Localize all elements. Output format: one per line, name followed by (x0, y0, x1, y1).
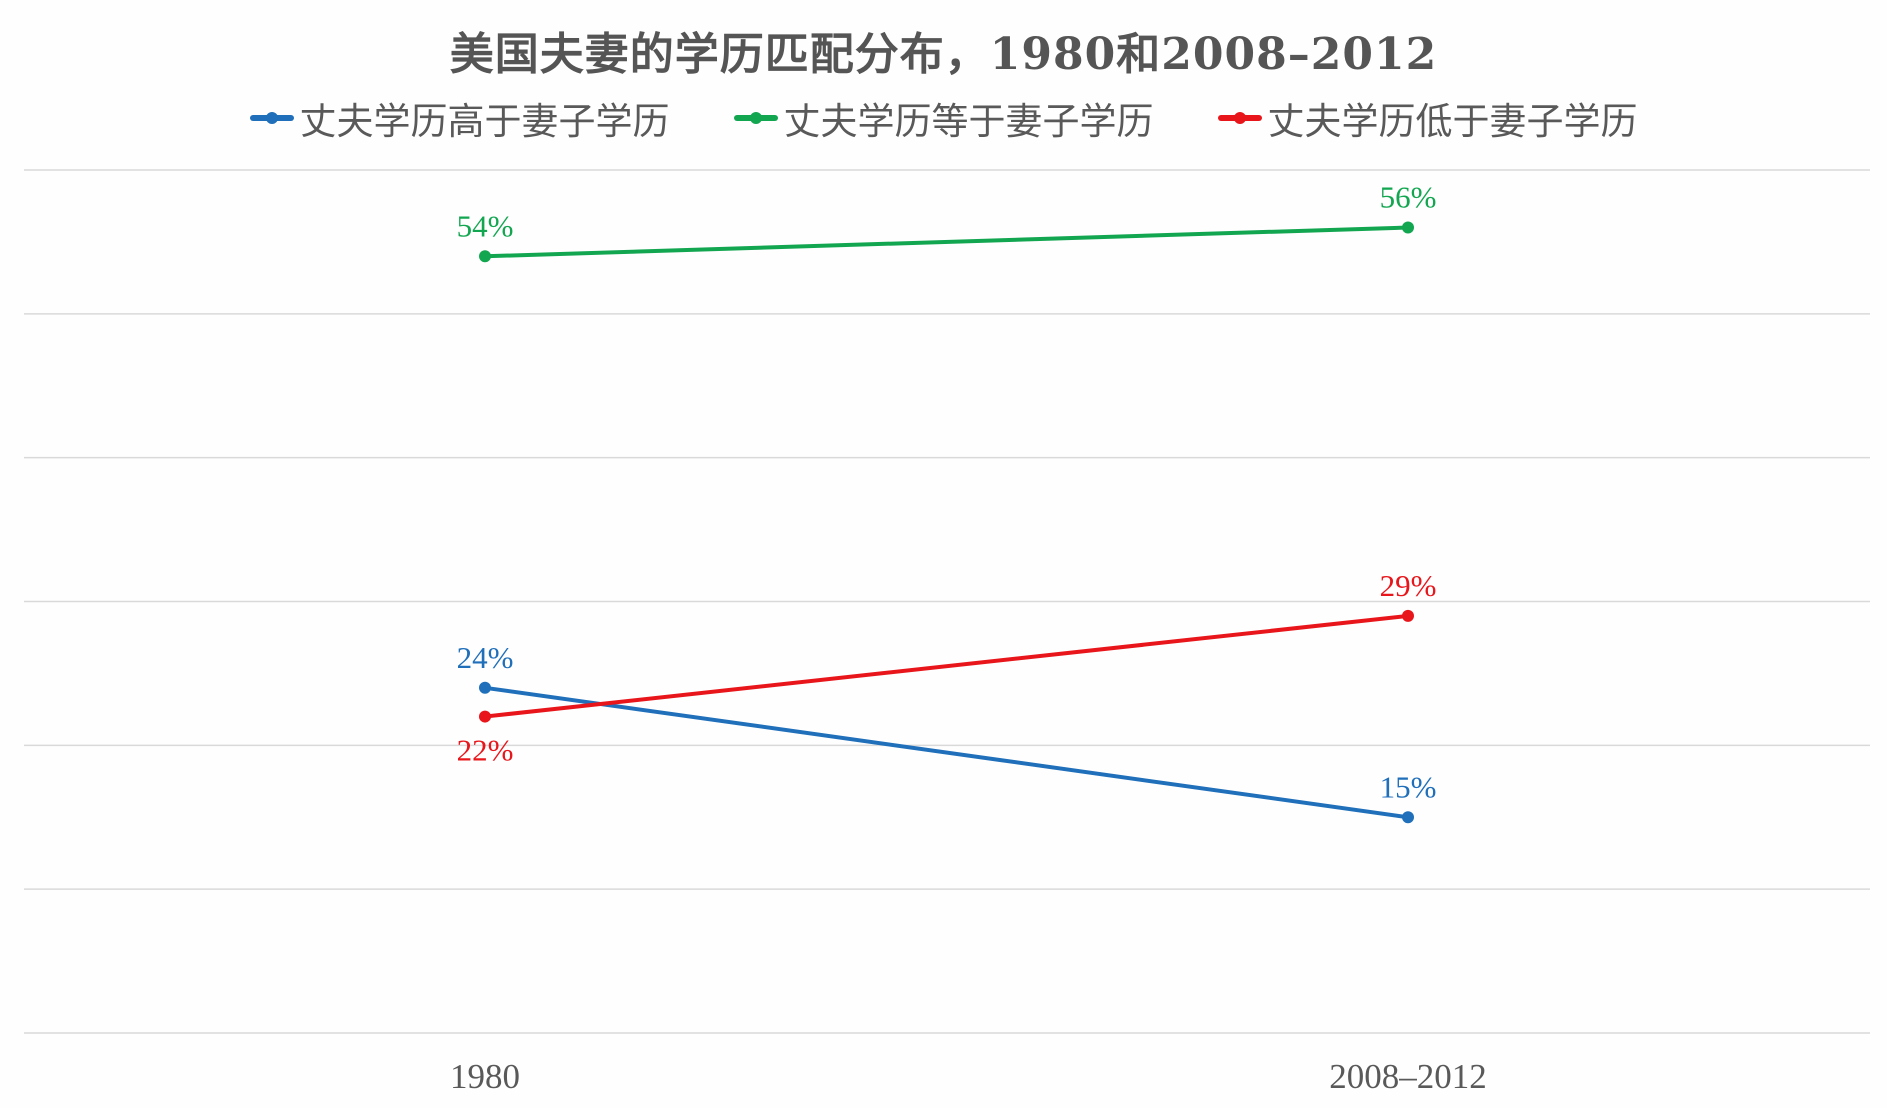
data-point (479, 681, 491, 694)
legend-label-equal: 丈夫学历等于妻子学历 (783, 100, 1154, 143)
legend-swatch-lower (1217, 112, 1262, 124)
data-label: 54% (457, 208, 514, 243)
legend-item-higher[interactable]: 丈夫学历高于妻子学历 (249, 91, 670, 145)
data-point (1402, 811, 1414, 824)
legend-swatch-higher (249, 112, 294, 124)
legend-label-higher: 丈夫学历高于妻子学历 (299, 100, 670, 143)
data-point (479, 710, 491, 723)
x-tick-label: 1980 (450, 1057, 520, 1096)
series-line-0 (484, 685, 1409, 820)
legend-label-lower: 丈夫学历低于妻子学历 (1267, 100, 1638, 143)
legend-item-equal[interactable]: 丈夫学历等于妻子学历 (733, 91, 1154, 145)
series-line-2 (484, 613, 1409, 719)
data-point (1402, 221, 1414, 234)
chart-title: 美国夫妻的学历匹配分布，1980和2008–2012 (449, 29, 1438, 80)
data-label: 29% (1380, 568, 1437, 603)
data-label: 24% (457, 640, 514, 675)
data-label: 56% (1380, 180, 1437, 215)
legend: 丈夫学历高于妻子学历 丈夫学历等于妻子学历 丈夫学历低于妻子学历 (0, 93, 1887, 143)
data-label: 22% (457, 733, 514, 768)
legend-item-lower[interactable]: 丈夫学历低于妻子学历 (1217, 91, 1638, 145)
legend-swatch-equal (733, 112, 778, 124)
x-tick-label: 2008–2012 (1329, 1057, 1487, 1096)
data-label: 15% (1380, 769, 1437, 804)
data-point (479, 250, 491, 263)
data-point (1402, 609, 1414, 622)
series-line-1 (484, 225, 1409, 259)
